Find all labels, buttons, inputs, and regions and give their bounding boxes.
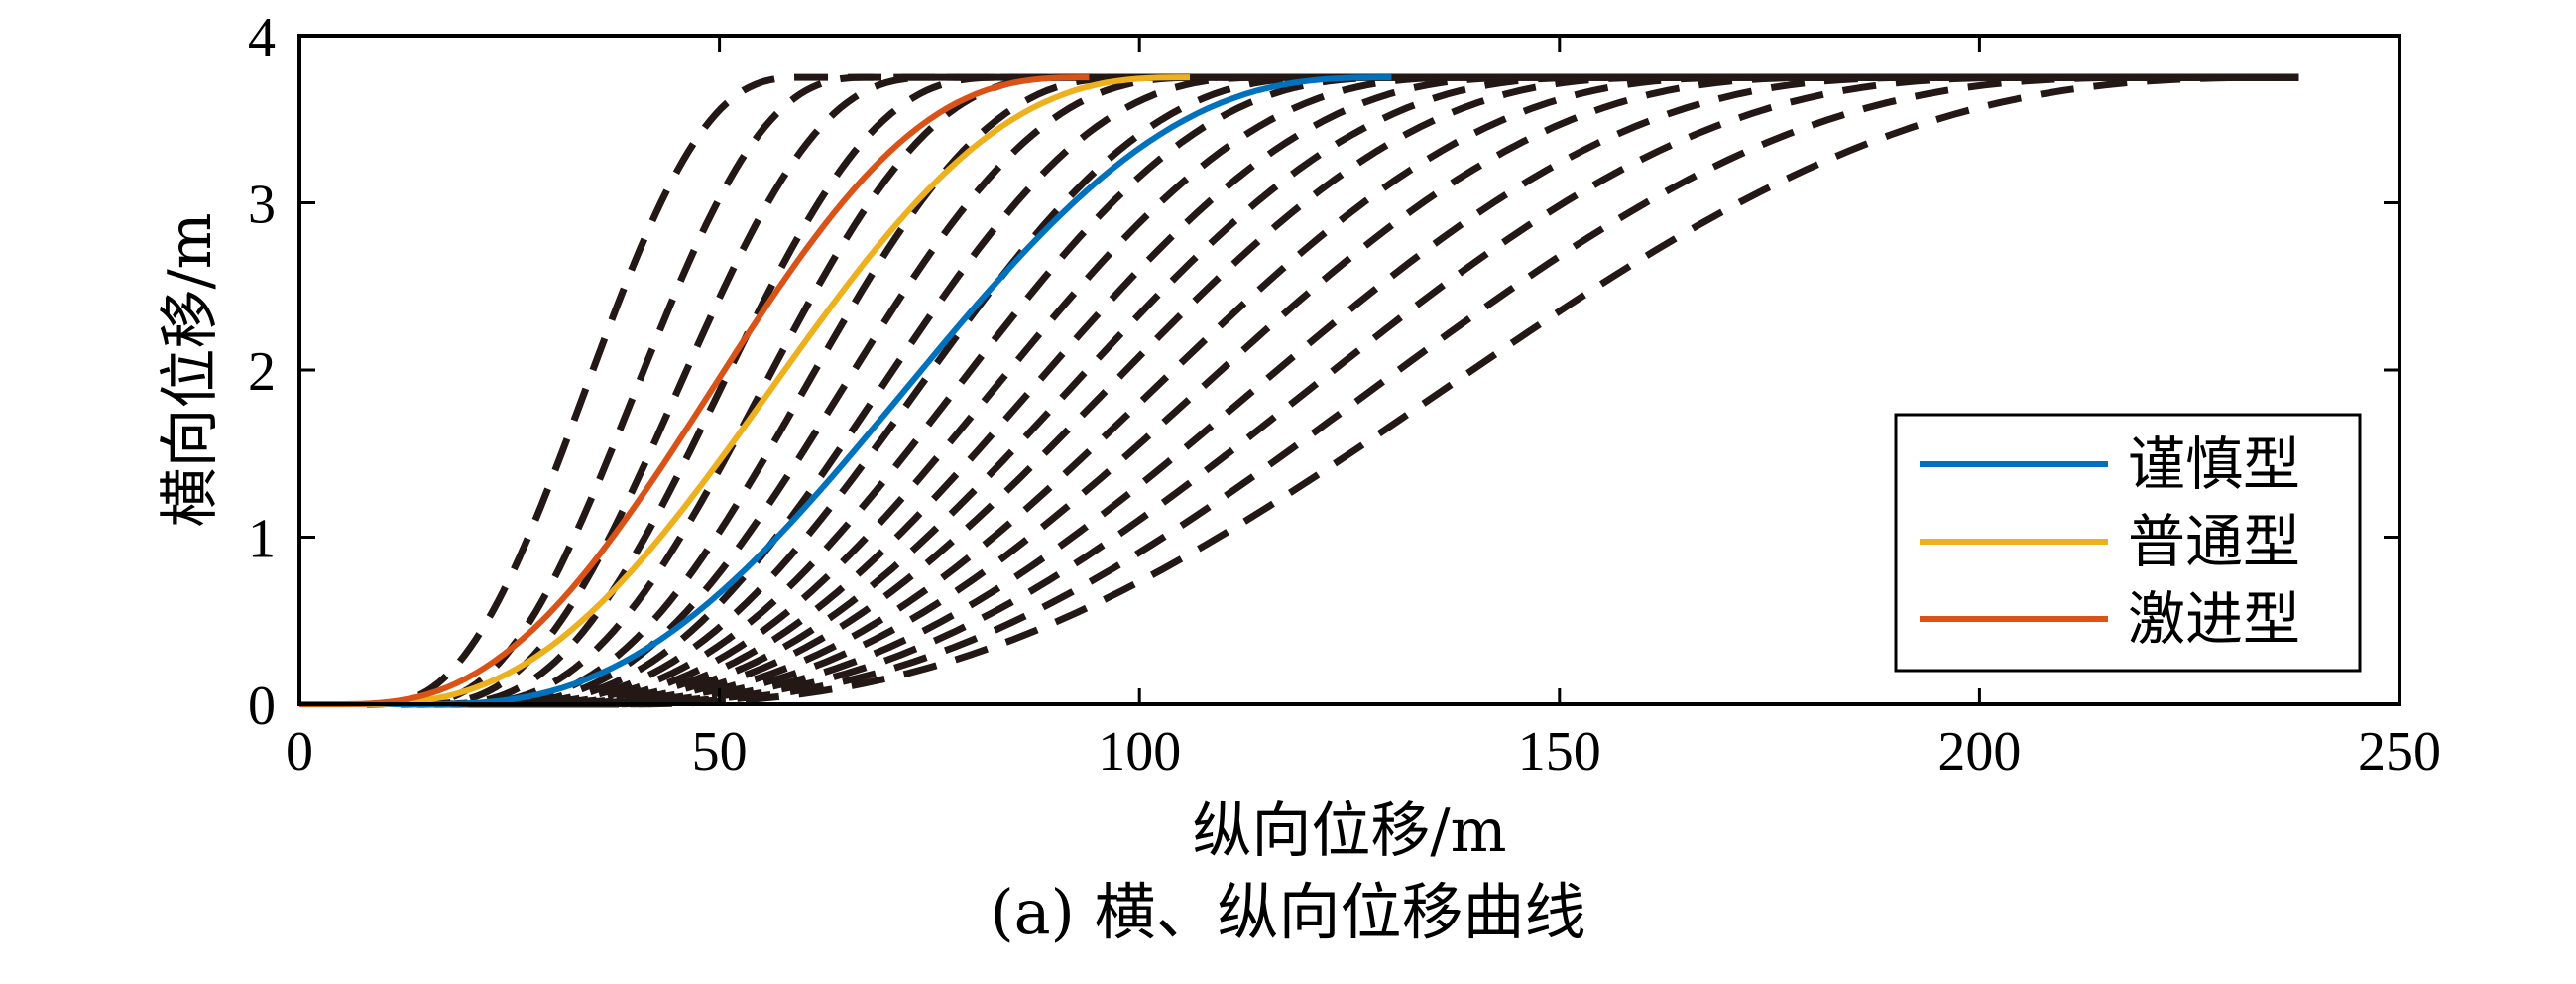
y-axis-ticks: 0 1 2 3 4 bbox=[248, 7, 2400, 737]
legend-label-normal: 普通型 bbox=[2128, 508, 2300, 575]
series-line-2 bbox=[299, 74, 1190, 707]
legend: 谨慎型 普通型 激进型 bbox=[1894, 413, 2362, 673]
curves-group bbox=[299, 73, 2299, 708]
candidate-trajectory-16 bbox=[551, 73, 2299, 708]
candidate-trajectory-20 bbox=[585, 73, 2299, 708]
candidate-trajectory-3 bbox=[416, 73, 2299, 708]
candidate-trajectory-11 bbox=[509, 73, 2299, 708]
y-tick-label: 2 bbox=[248, 341, 276, 403]
y-tick-label: 0 bbox=[248, 676, 276, 737]
candidate-trajectory-17 bbox=[559, 73, 2299, 708]
candidate-trajectory-5 bbox=[450, 73, 2299, 708]
x-axis-ticks: 0 50 100 150 200 250 bbox=[286, 36, 2441, 783]
candidate-trajectory-12 bbox=[518, 73, 2299, 708]
legend-label-aggressive: 激进型 bbox=[2128, 585, 2300, 653]
x-tick-label: 50 bbox=[692, 721, 748, 783]
series-line-3 bbox=[299, 74, 1090, 707]
candidate-trajectory-8 bbox=[484, 73, 2299, 708]
candidate-trajectory-9 bbox=[492, 73, 2299, 708]
candidate-trajectory-7 bbox=[475, 73, 2299, 708]
y-axis-label: 横向位移/m bbox=[156, 212, 225, 527]
x-tick-label: 250 bbox=[2358, 721, 2441, 783]
candidate-trajectory-19 bbox=[576, 73, 2299, 708]
x-tick-label: 100 bbox=[1098, 721, 1181, 783]
y-tick-label: 1 bbox=[248, 509, 276, 570]
x-tick-label: 0 bbox=[286, 721, 313, 783]
x-tick-label: 200 bbox=[1937, 721, 2021, 783]
x-axis-label: 纵向位移/m bbox=[1192, 797, 1506, 866]
legend-label-cautious: 谨慎型 bbox=[2128, 430, 2300, 498]
candidate-trajectory-2 bbox=[400, 73, 2299, 708]
candidate-trajectory-15 bbox=[542, 73, 2299, 708]
candidate-trajectory-4 bbox=[433, 73, 2299, 708]
figure-caption: (a) 横、纵向位移曲线 bbox=[990, 876, 1586, 948]
candidate-trajectory-18 bbox=[568, 73, 2299, 708]
x-tick-label: 150 bbox=[1518, 721, 1601, 783]
series-line-1 bbox=[299, 74, 1392, 707]
y-tick-label: 3 bbox=[248, 175, 276, 236]
y-tick-label: 4 bbox=[248, 7, 276, 68]
candidate-trajectory-13 bbox=[526, 73, 2299, 708]
candidate-trajectory-1 bbox=[366, 73, 2299, 708]
